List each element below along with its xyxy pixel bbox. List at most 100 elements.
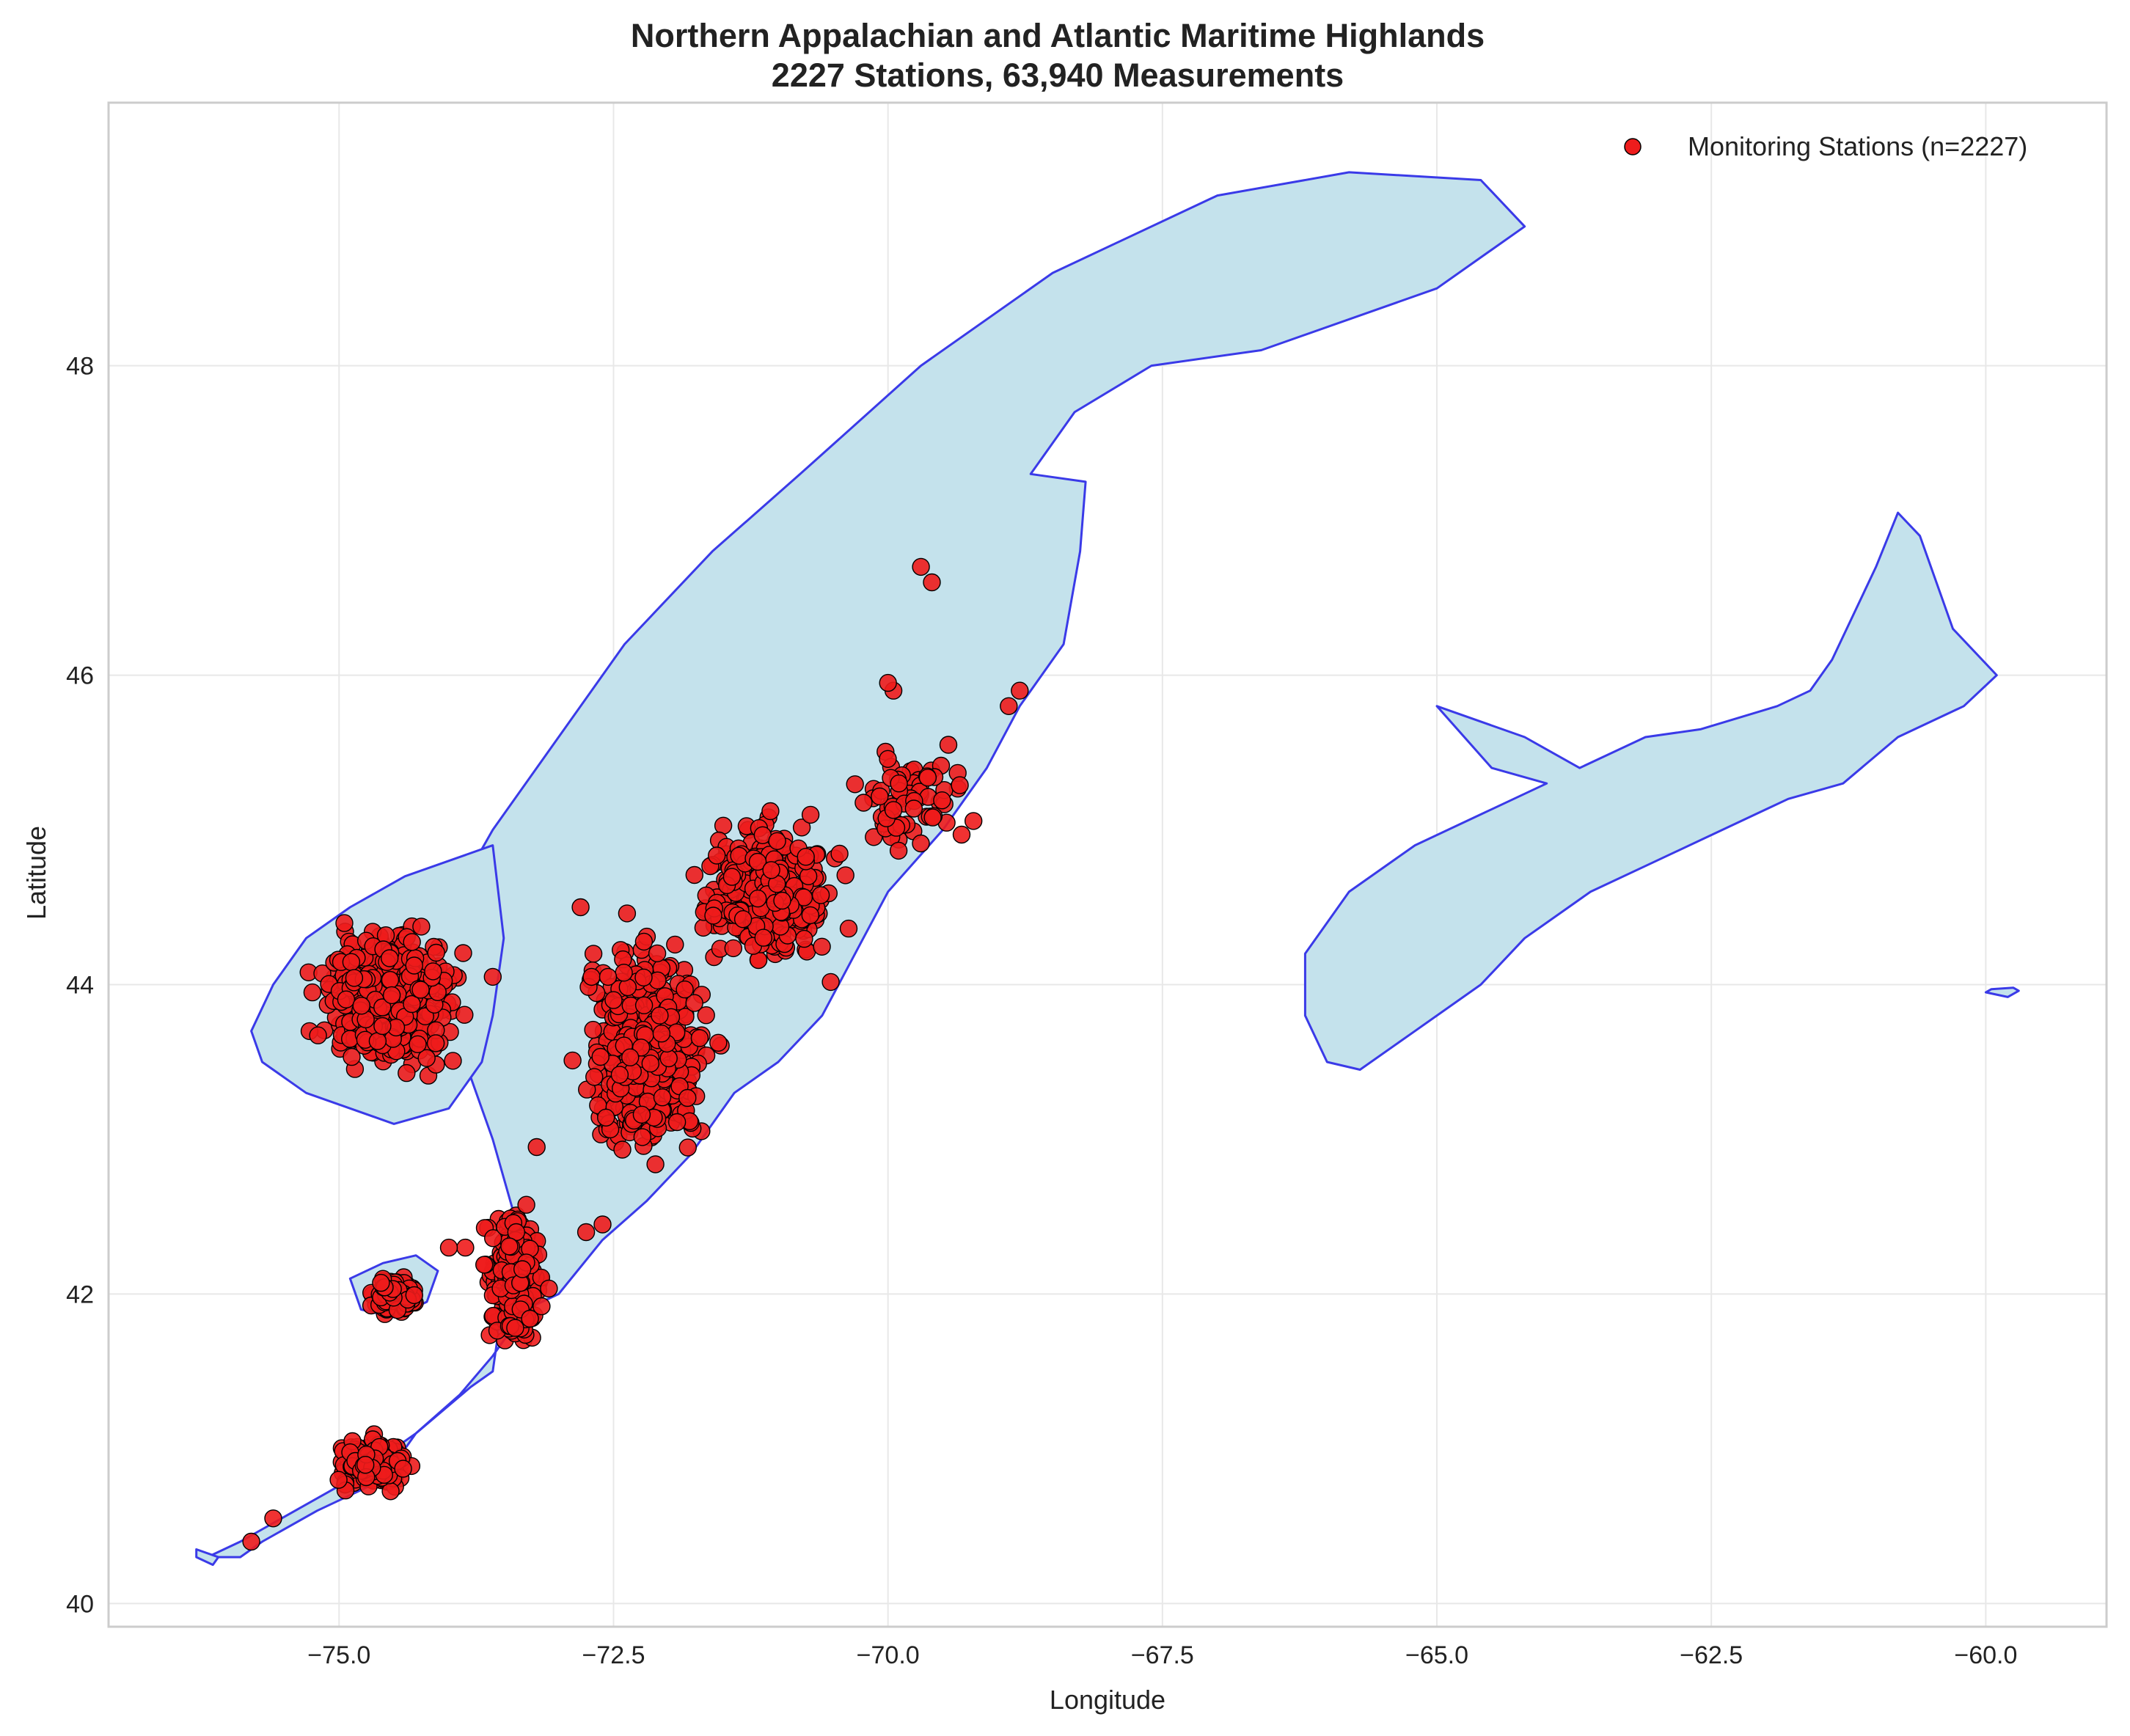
station-marker-987 xyxy=(540,1279,558,1298)
station-marker-1743 xyxy=(801,805,820,824)
station-marker-929 xyxy=(517,1195,535,1214)
station-marker-1488 xyxy=(667,1113,687,1132)
station-marker-1830 xyxy=(722,868,742,886)
station-marker-1002 xyxy=(532,1297,551,1316)
station-marker-1504 xyxy=(621,1048,640,1066)
station-marker-1921 xyxy=(599,967,618,986)
station-marker-1892 xyxy=(854,794,873,812)
station-marker-1831 xyxy=(748,889,767,908)
y-axis-ticks: 40 42 44 46 48 xyxy=(66,353,94,1619)
station-marker-1913 xyxy=(879,673,897,692)
map-title-line2: 2227 Stations, 63,940 Measurements xyxy=(772,56,1344,94)
station-marker-1401 xyxy=(648,944,667,963)
station-marker-391 xyxy=(342,953,361,971)
station-marker-266 xyxy=(417,1049,436,1067)
x-tick-label-5: −62.5 xyxy=(1680,1641,1743,1669)
y-tick-label-4: 48 xyxy=(66,353,94,381)
station-marker-1798 xyxy=(801,906,820,925)
station-marker-1316 xyxy=(666,935,684,954)
station-marker-1460 xyxy=(632,1105,651,1124)
station-marker-1916 xyxy=(242,1532,260,1551)
station-marker-770 xyxy=(394,1460,412,1478)
station-marker-1776 xyxy=(768,832,786,851)
station-marker-1909 xyxy=(904,799,923,818)
station-marker-1589 xyxy=(792,818,811,837)
station-marker-408 xyxy=(337,990,356,1008)
station-marker-305 xyxy=(454,944,472,962)
station-marker-954 xyxy=(484,1228,502,1248)
station-marker-362 xyxy=(455,1006,474,1024)
station-marker-1904 xyxy=(923,808,942,827)
station-marker-1432 xyxy=(585,1068,604,1086)
station-marker-201 xyxy=(335,914,354,932)
station-marker-1895 xyxy=(871,787,889,806)
station-marker-1766 xyxy=(708,846,726,865)
station-marker-1076 xyxy=(678,1138,697,1157)
station-marker-995 xyxy=(506,1319,524,1337)
station-marker-1920 xyxy=(582,967,601,986)
y-tick-label-0: 40 xyxy=(66,1590,94,1618)
station-markers xyxy=(242,557,1029,1551)
station-marker-1036 xyxy=(563,1051,582,1070)
station-marker-414 xyxy=(352,997,370,1015)
station-marker-1673 xyxy=(813,937,831,956)
station-marker-163 xyxy=(412,918,431,936)
station-marker-1399 xyxy=(613,1140,632,1159)
station-marker-386 xyxy=(381,970,400,989)
y-tick-label-1: 42 xyxy=(66,1281,94,1308)
x-tick-label-2: −70.0 xyxy=(857,1641,920,1669)
station-marker-1927 xyxy=(439,1238,458,1257)
station-marker-1929 xyxy=(939,736,958,754)
station-marker-1915 xyxy=(1000,697,1018,715)
station-marker-1508 xyxy=(615,963,633,982)
station-marker-1489 xyxy=(634,968,653,987)
station-marker-407 xyxy=(381,949,399,967)
station-marker-1637 xyxy=(839,919,858,938)
station-marker-1482 xyxy=(653,1088,672,1107)
station-marker-1748 xyxy=(830,844,849,863)
station-marker-192 xyxy=(303,983,322,1002)
station-marker-1905 xyxy=(846,775,864,794)
station-marker-1839 xyxy=(811,886,830,904)
station-marker-975 xyxy=(475,1256,494,1274)
station-marker-416 xyxy=(411,981,430,999)
x-tick-label-3: −67.5 xyxy=(1131,1641,1194,1669)
region-polygons xyxy=(195,171,2020,1567)
y-tick-label-2: 44 xyxy=(66,971,94,999)
station-marker-1818 xyxy=(730,846,748,865)
station-marker-1917 xyxy=(264,1509,282,1528)
legend-label: Monitoring Stations (n=2227) xyxy=(1688,131,2027,161)
station-marker-1495 xyxy=(641,1054,659,1073)
y-tick-label-3: 46 xyxy=(66,662,94,690)
region-polygon-4 xyxy=(195,1548,220,1567)
station-marker-379 xyxy=(373,998,392,1017)
station-marker-1908 xyxy=(889,841,908,860)
station-marker-1835 xyxy=(773,891,791,910)
station-marker-1769 xyxy=(799,867,818,886)
station-marker-411 xyxy=(405,956,423,975)
station-marker-404 xyxy=(426,1034,445,1052)
station-marker-1734 xyxy=(795,929,813,948)
legend: Monitoring Stations (n=2227) xyxy=(1624,131,2027,161)
station-marker-1914 xyxy=(1011,681,1029,700)
station-marker-1424 xyxy=(597,1108,615,1127)
station-marker-1140 xyxy=(584,945,603,963)
station-marker-1896 xyxy=(933,791,951,810)
station-marker-1531 xyxy=(821,973,840,992)
station-marker-1738 xyxy=(761,802,780,821)
station-marker-1928 xyxy=(890,774,908,793)
station-marker-1449 xyxy=(685,994,703,1012)
station-marker-1507 xyxy=(652,1024,671,1043)
station-marker-1008 xyxy=(513,1260,532,1278)
region-polygon-0 xyxy=(206,171,1526,1559)
station-marker-374 xyxy=(343,1047,361,1066)
station-marker-1345 xyxy=(709,1033,728,1052)
station-marker-1922 xyxy=(483,967,502,986)
station-marker-196 xyxy=(398,1063,416,1083)
x-tick-label-6: −60.0 xyxy=(1954,1641,2017,1669)
station-marker-1919 xyxy=(593,1215,612,1234)
y-axis-label: Latitude xyxy=(21,826,51,920)
station-marker-991 xyxy=(507,1223,525,1242)
station-marker-1906 xyxy=(951,776,969,794)
station-marker-317 xyxy=(409,1035,427,1054)
